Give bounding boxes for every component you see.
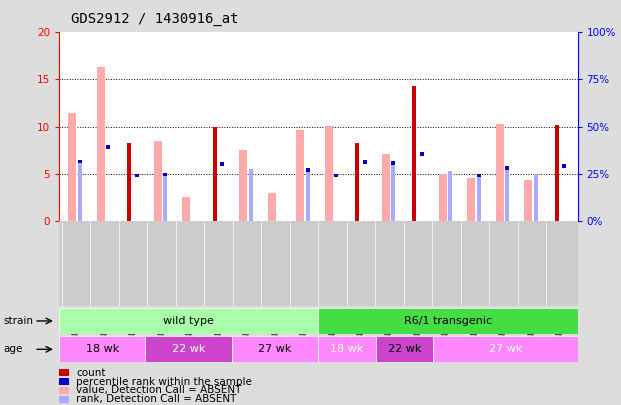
Bar (106, 145, 111, 149)
Bar (145, 336, 232, 362)
Bar (448, 171, 452, 221)
Bar (496, 124, 504, 221)
Bar (232, 336, 319, 362)
Bar (477, 174, 481, 177)
Bar (239, 150, 247, 221)
Text: value, Detection Call = ABSENT: value, Detection Call = ABSENT (76, 386, 242, 395)
Bar (505, 166, 509, 170)
Bar (306, 168, 310, 221)
Bar (533, 174, 538, 221)
Bar (505, 166, 509, 221)
Bar (334, 174, 338, 177)
Text: rank, Detection Call = ABSENT: rank, Detection Call = ABSENT (76, 394, 237, 404)
Bar (183, 197, 191, 221)
Bar (467, 178, 475, 221)
Text: GDS2912 / 1430916_at: GDS2912 / 1430916_at (71, 12, 239, 26)
Bar (555, 125, 559, 221)
Bar (249, 169, 253, 221)
Bar (363, 160, 366, 164)
Bar (382, 154, 390, 221)
Text: 22 wk: 22 wk (388, 344, 422, 354)
Bar (439, 174, 446, 221)
Bar (78, 160, 82, 163)
Bar (391, 162, 395, 165)
Bar (433, 336, 578, 362)
Bar (562, 164, 566, 168)
Bar (412, 86, 416, 221)
Bar (78, 160, 82, 221)
Text: percentile rank within the sample: percentile rank within the sample (76, 377, 252, 386)
Bar (268, 194, 276, 221)
Bar (163, 173, 167, 177)
Bar (97, 67, 105, 221)
Bar (524, 180, 532, 221)
Bar (220, 162, 224, 166)
Bar (325, 126, 333, 221)
Text: 18 wk: 18 wk (330, 344, 364, 354)
Bar (477, 174, 481, 221)
Bar (163, 173, 167, 221)
Bar (135, 174, 138, 177)
Text: 27 wk: 27 wk (258, 344, 292, 354)
Text: R6/1 transgenic: R6/1 transgenic (404, 316, 492, 326)
Bar (306, 168, 310, 172)
Bar (319, 336, 376, 362)
Bar (59, 308, 319, 334)
Text: 22 wk: 22 wk (172, 344, 206, 354)
Bar (391, 162, 395, 221)
Text: wild type: wild type (163, 316, 214, 326)
Bar (127, 143, 132, 221)
Bar (154, 141, 162, 221)
Bar (376, 336, 433, 362)
Text: strain: strain (3, 316, 33, 326)
Bar (420, 152, 424, 156)
Text: count: count (76, 368, 106, 377)
Bar (213, 126, 217, 221)
Bar (296, 130, 304, 221)
Text: 27 wk: 27 wk (489, 344, 522, 354)
Bar (319, 308, 578, 334)
Bar (68, 113, 76, 221)
Text: 18 wk: 18 wk (86, 344, 119, 354)
Bar (355, 143, 360, 221)
Text: age: age (3, 344, 22, 354)
Bar (59, 336, 145, 362)
